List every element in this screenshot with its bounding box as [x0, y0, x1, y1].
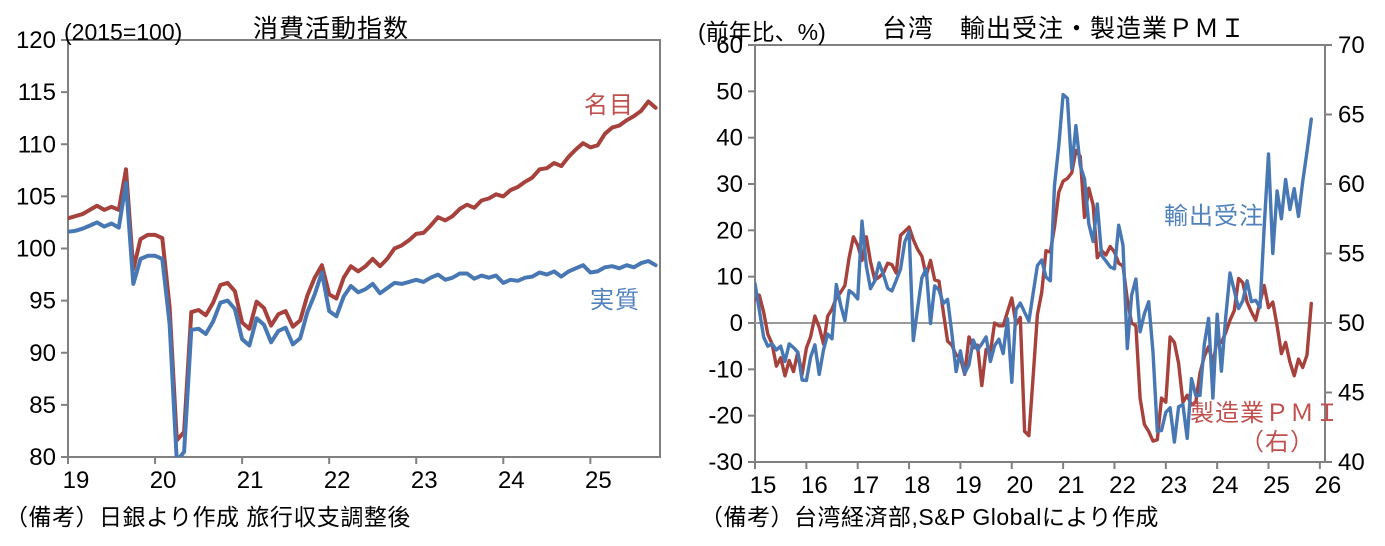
series-line-export-orders — [755, 92, 1314, 444]
real-series-label: 実質 — [590, 287, 640, 314]
right-y-axis-tick-label: 40 — [1338, 449, 1365, 476]
x-axis-tick-label: 21 — [237, 467, 264, 494]
y-axis-tick-label: 80 — [29, 444, 56, 471]
export-orders-series-label: 輸出受注 — [1164, 203, 1264, 230]
right-y-axis-tick-label: 65 — [1338, 102, 1365, 129]
y-axis-tick-label: -30 — [708, 449, 743, 476]
y-axis-tick-label: 30 — [716, 171, 743, 198]
y-axis-tick-label: 90 — [29, 340, 56, 367]
y-axis-tick-label: 20 — [716, 217, 743, 244]
x-axis-tick-label: 19 — [63, 467, 90, 494]
x-axis-tick-label: 17 — [852, 472, 879, 499]
y-axis-tick-label: 60 — [716, 32, 743, 59]
x-axis-tick-label: 24 — [498, 467, 525, 494]
y-axis-tick-label: 85 — [29, 392, 56, 419]
x-axis-tick-label: 23 — [411, 467, 438, 494]
y-axis-tick-label: 100 — [16, 236, 56, 263]
x-axis-tick-label: 20 — [150, 467, 177, 494]
y-axis-tick-label: 0 — [730, 310, 743, 337]
right-chart-title: 台湾 輸出受注・製造業ＰＭＩ — [881, 15, 1247, 43]
y-axis-tick-label: 50 — [716, 78, 743, 105]
x-axis-tick-label: 18 — [904, 472, 931, 499]
y-axis-tick-label: 95 — [29, 288, 56, 315]
right-y-axis-tick-label: 50 — [1338, 310, 1365, 337]
x-axis-tick-label: 25 — [1263, 472, 1290, 499]
left-chart-title: 消費活動指数 — [252, 15, 410, 43]
x-axis-tick-label: 22 — [1109, 472, 1136, 499]
right-y-axis-tick-label: 70 — [1338, 32, 1365, 59]
y-axis-tick-label: 10 — [716, 264, 743, 291]
x-axis-tick-label: 19 — [955, 472, 982, 499]
right-chart-axis-unit-label: (前年比、%) — [698, 19, 826, 45]
x-axis-tick-label: 24 — [1212, 472, 1239, 499]
left-chart-note: （備考）日銀より作成 旅行収支調整後 — [5, 504, 411, 530]
x-axis-tick-label: 26 — [1315, 472, 1342, 499]
y-axis-tick-label: -10 — [708, 356, 743, 383]
left-chart-axis-unit-label: (2015=100) — [64, 19, 183, 45]
pmi-right-axis-suffix-label: （右） — [1240, 429, 1315, 456]
right-y-axis-tick-label: 55 — [1338, 241, 1365, 268]
y-axis-tick-label: 40 — [716, 125, 743, 152]
x-axis-tick-label: 15 — [750, 472, 777, 499]
y-axis-tick-label: 120 — [16, 27, 56, 54]
x-axis-tick-label: 22 — [324, 467, 351, 494]
x-axis-tick-label: 21 — [1058, 472, 1085, 499]
x-axis-tick-label: 25 — [585, 467, 612, 494]
plot-border — [67, 39, 661, 458]
y-axis-tick-label: -20 — [708, 403, 743, 430]
right-y-axis-tick-label: 60 — [1338, 171, 1365, 198]
nominal-series-label: 名目 — [584, 92, 634, 119]
series-line-real — [68, 180, 658, 457]
manufacturing-pmi-series-label: 製造業ＰＭＩ — [1190, 400, 1340, 427]
x-axis-tick-label: 23 — [1160, 472, 1187, 499]
series-line-nominal — [68, 99, 658, 443]
y-axis-tick-label: 115 — [18, 79, 56, 106]
x-axis-tick-label: 16 — [801, 472, 828, 499]
right-chart-note: （備考）台湾経済部,S&P Globalにより作成 — [700, 504, 1159, 530]
y-axis-tick-label: 105 — [16, 183, 56, 210]
x-axis-tick-label: 20 — [1006, 472, 1033, 499]
y-axis-tick-label: 110 — [18, 131, 56, 158]
right-y-axis-tick-label: 45 — [1338, 380, 1365, 407]
